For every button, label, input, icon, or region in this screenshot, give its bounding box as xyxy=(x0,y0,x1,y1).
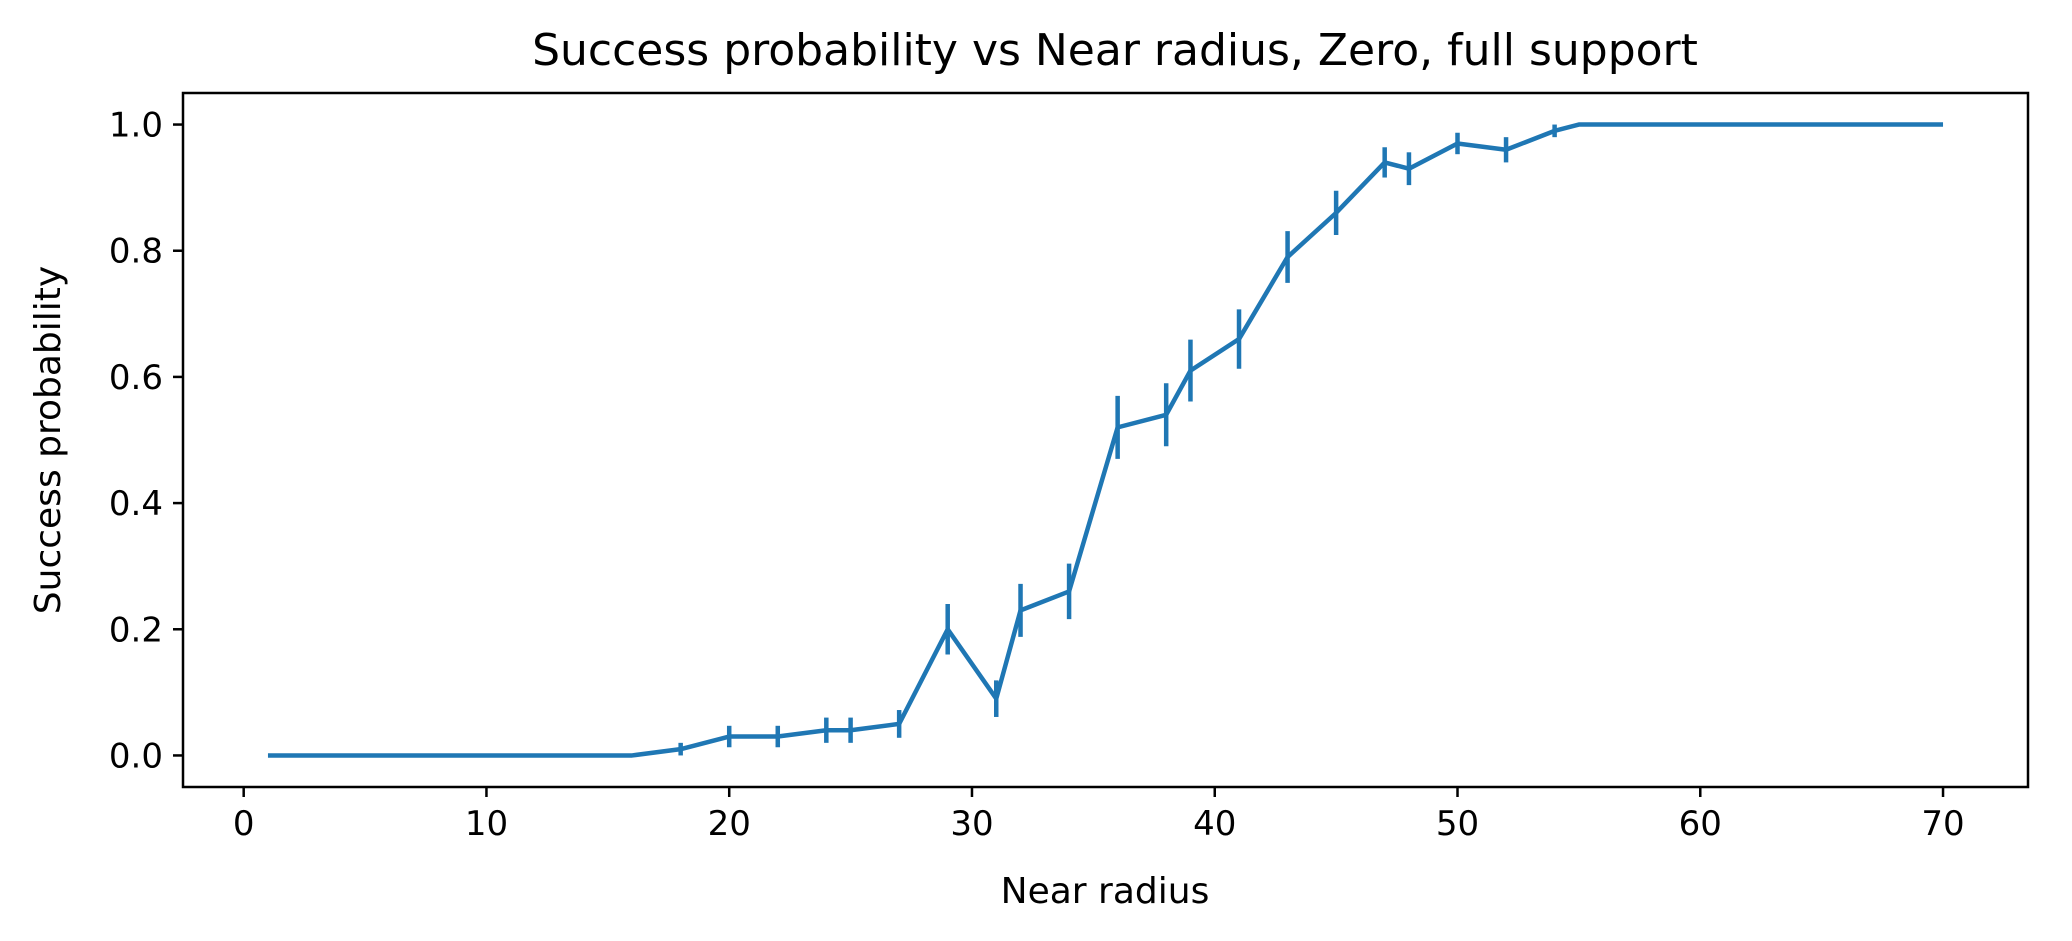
plot-area xyxy=(267,122,1944,758)
x-tick-label: 70 xyxy=(1921,804,1964,844)
y-tick-label: 0.2 xyxy=(109,610,163,650)
series-line xyxy=(267,122,1944,758)
y-tick-label: 0.4 xyxy=(109,484,163,524)
x-tick-label: 40 xyxy=(1193,804,1236,844)
plot-frame xyxy=(181,91,2030,789)
y-tick-label: 0.8 xyxy=(109,232,163,272)
y-tick-label: 0.0 xyxy=(109,736,163,776)
x-tick-label: 0 xyxy=(233,804,255,844)
x-tick-label: 30 xyxy=(950,804,993,844)
x-tick-label: 60 xyxy=(1679,804,1722,844)
y-axis-label: Success probability xyxy=(28,266,69,614)
y-tick-label: 0.6 xyxy=(109,358,163,398)
x-axis: 0 10 20 30 40 50 60 70 xyxy=(233,787,1965,844)
chart-title: Success probability vs Near radius, Zero… xyxy=(532,25,1698,76)
y-tick-label: 1.0 xyxy=(109,106,163,146)
x-tick-label: 20 xyxy=(708,804,751,844)
x-tick-label: 10 xyxy=(465,804,508,844)
y-axis: 0.0 0.2 0.4 0.6 0.8 1.0 xyxy=(109,106,183,776)
x-tick-label: 50 xyxy=(1436,804,1479,844)
x-axis-label: Near radius xyxy=(1001,871,1210,912)
